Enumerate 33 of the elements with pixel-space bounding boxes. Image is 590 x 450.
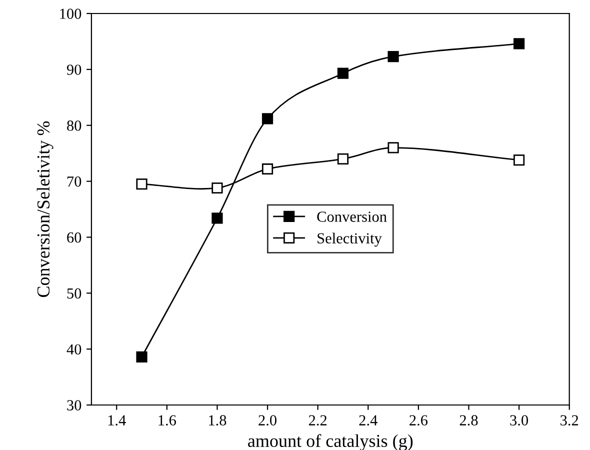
y-tick-label: 40 xyxy=(66,344,82,355)
y-tick-label: 60 xyxy=(67,232,82,243)
y-tick-label: 50 xyxy=(67,288,82,299)
x-tick-label: 2.0 xyxy=(258,415,276,426)
legend-label: Selectivity xyxy=(318,232,382,247)
y-tick-label: 70 xyxy=(67,176,82,187)
legend-label: Conversion xyxy=(317,212,387,222)
point xyxy=(337,153,349,164)
x-tick-label: 3.2 xyxy=(560,415,578,426)
point xyxy=(136,178,148,190)
x-tick-label: 2.4 xyxy=(359,415,378,426)
y-axis-title: Conversion/Seletivity % xyxy=(36,121,54,298)
point xyxy=(262,113,274,124)
point xyxy=(136,351,148,362)
point xyxy=(388,142,399,154)
point xyxy=(388,51,399,62)
y-tick-label: 100 xyxy=(60,8,82,19)
point xyxy=(337,68,349,79)
point xyxy=(513,38,525,50)
x-tick-label: 1.6 xyxy=(158,415,176,426)
x-tick-label: 1.8 xyxy=(209,415,226,426)
x-tick-label: 3.0 xyxy=(510,415,528,426)
x-tick-label: 2.6 xyxy=(410,415,428,426)
x-tick-label: 2.8 xyxy=(460,415,478,426)
y-tick-label: 90 xyxy=(66,64,82,75)
y-tick-label: 30 xyxy=(67,400,82,410)
x-tick-label: 1.4 xyxy=(108,415,126,426)
x-tick-label: 2.2 xyxy=(308,415,327,426)
point xyxy=(212,212,223,224)
point xyxy=(262,163,274,175)
point xyxy=(513,154,525,166)
point xyxy=(212,182,223,194)
y-tick-label: 80 xyxy=(67,120,82,131)
